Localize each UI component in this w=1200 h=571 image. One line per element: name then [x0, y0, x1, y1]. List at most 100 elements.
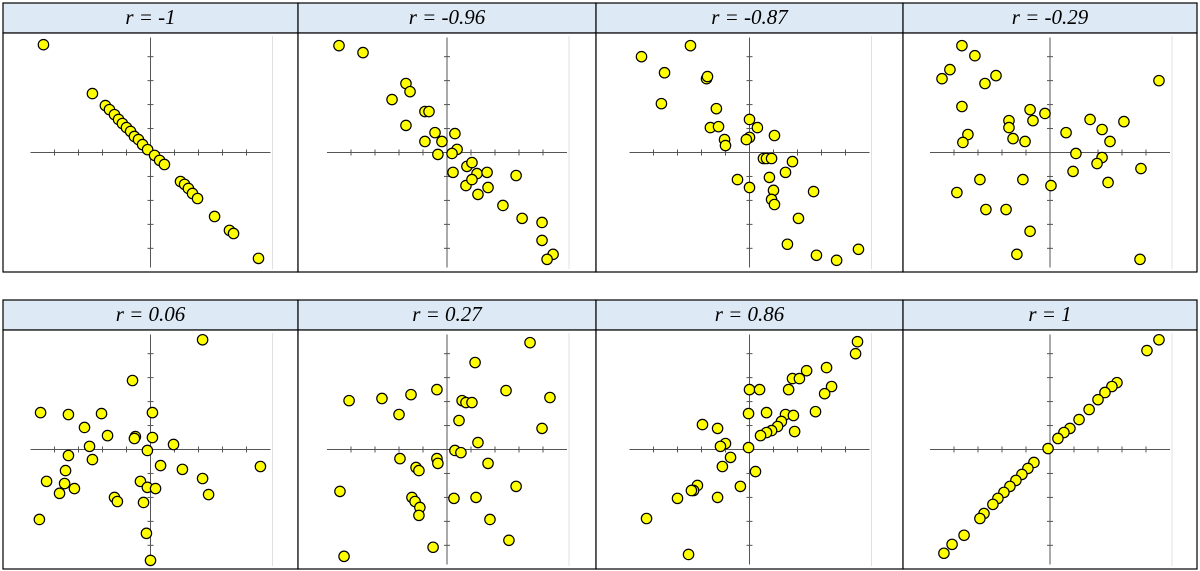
point	[146, 431, 159, 444]
point	[818, 387, 831, 400]
point	[1045, 179, 1057, 192]
point	[1003, 121, 1015, 134]
point	[1073, 413, 1085, 426]
point	[792, 212, 805, 225]
point	[938, 547, 950, 560]
point	[711, 422, 724, 435]
point	[536, 216, 548, 229]
point	[754, 429, 767, 442]
point	[1118, 115, 1130, 128]
point	[111, 495, 124, 508]
point	[126, 374, 139, 387]
point	[1067, 165, 1079, 178]
point	[987, 498, 999, 511]
point	[1134, 253, 1146, 266]
point	[710, 102, 723, 115]
panel-title: r = 0.86	[715, 302, 785, 326]
point	[510, 480, 522, 493]
point	[1024, 225, 1036, 238]
point	[83, 440, 96, 453]
point	[852, 243, 865, 256]
point	[394, 452, 406, 465]
point	[497, 199, 509, 212]
point	[635, 50, 648, 63]
point	[432, 457, 444, 470]
point	[208, 210, 221, 223]
point	[788, 425, 801, 438]
point	[740, 133, 753, 146]
point	[146, 406, 159, 419]
point	[742, 407, 755, 420]
point	[685, 484, 698, 497]
panel-header	[297, 299, 597, 331]
point	[455, 446, 467, 459]
point	[944, 63, 956, 76]
point	[810, 249, 823, 262]
point	[419, 135, 431, 148]
point	[1102, 176, 1114, 189]
point	[990, 69, 1002, 82]
point	[809, 405, 822, 418]
point	[1027, 114, 1039, 127]
point	[800, 364, 813, 377]
point	[333, 39, 345, 52]
point	[447, 166, 459, 179]
point	[760, 406, 773, 419]
point	[484, 513, 496, 526]
point	[431, 383, 443, 396]
point	[980, 203, 992, 216]
point	[1096, 123, 1108, 136]
point	[481, 166, 493, 179]
point	[830, 254, 843, 267]
point	[712, 120, 725, 133]
panel-header	[297, 2, 597, 34]
point	[427, 541, 439, 554]
point	[782, 383, 795, 396]
point	[202, 488, 215, 501]
panel-header	[2, 299, 299, 331]
point	[196, 472, 209, 485]
point	[252, 252, 265, 265]
point	[1091, 157, 1103, 170]
point	[807, 185, 820, 198]
point	[1099, 386, 1111, 399]
point	[701, 70, 714, 83]
point	[40, 475, 53, 488]
point	[343, 394, 355, 407]
point	[820, 361, 833, 374]
point	[472, 436, 484, 449]
point	[53, 487, 66, 500]
point	[724, 451, 737, 464]
point	[682, 548, 695, 561]
point	[472, 188, 484, 201]
point	[500, 384, 512, 397]
panel-title: r = -1	[125, 5, 175, 29]
point	[743, 181, 756, 194]
point	[158, 158, 171, 171]
point	[393, 408, 405, 421]
point	[448, 492, 460, 505]
panel-title: r = -0.96	[409, 5, 486, 29]
point	[62, 408, 75, 421]
point	[227, 227, 240, 240]
point	[1000, 203, 1012, 216]
point	[466, 396, 478, 409]
point	[787, 409, 800, 422]
point	[1153, 74, 1165, 87]
point	[149, 482, 162, 495]
point	[655, 97, 668, 110]
point	[1019, 135, 1031, 148]
point	[979, 77, 991, 90]
point	[466, 156, 478, 169]
point	[413, 464, 425, 477]
point	[1135, 162, 1147, 175]
point	[1039, 107, 1051, 120]
point	[753, 383, 766, 396]
point	[751, 121, 764, 134]
point	[1011, 248, 1023, 261]
point	[958, 529, 970, 542]
point	[128, 432, 141, 445]
point	[58, 477, 71, 490]
point	[765, 152, 778, 165]
point	[86, 453, 99, 466]
